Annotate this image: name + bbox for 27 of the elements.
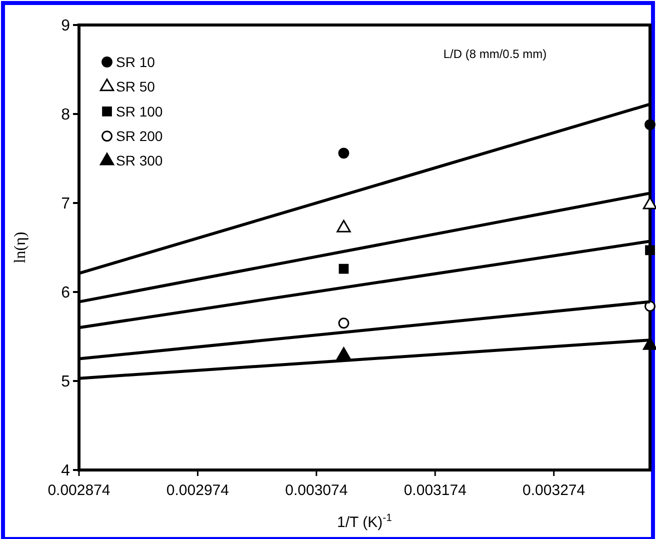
- legend-label: SR 200: [116, 128, 163, 144]
- x-tick-label: 0.003174: [404, 482, 466, 499]
- legend-label: SR 50: [116, 78, 156, 95]
- point: [644, 300, 656, 312]
- point: [338, 318, 350, 329]
- legend-label: SR 10: [116, 54, 156, 70]
- point: [338, 264, 349, 274]
- point: [338, 148, 350, 159]
- y-tick-label: 8: [61, 106, 70, 124]
- legend-label: SR 300: [116, 152, 163, 169]
- point: [645, 245, 655, 256]
- x-tick-label: 0.002874: [48, 482, 110, 499]
- x-tick-label: 0.003074: [285, 482, 348, 499]
- annotation: L/D (8 mm/0.5 mm): [443, 47, 547, 61]
- x-tick-label: 0.003274: [522, 482, 586, 499]
- point: [644, 119, 656, 130]
- x-tick-label: 0.002974: [166, 482, 229, 499]
- point: [336, 347, 351, 360]
- y-tick-label: 6: [61, 284, 70, 302]
- y-axis-title: ln(η): [12, 232, 29, 264]
- y-tick-label: 9: [61, 18, 70, 35]
- x-axis-title: 1/T (K)$^{-1}$: [337, 512, 392, 531]
- legend-label: SR 100: [116, 103, 163, 120]
- point: [642, 337, 656, 350]
- y-tick-label: 4: [61, 462, 70, 480]
- y-tick-label: 7: [61, 196, 70, 213]
- y-tick-label: 5: [61, 374, 70, 391]
